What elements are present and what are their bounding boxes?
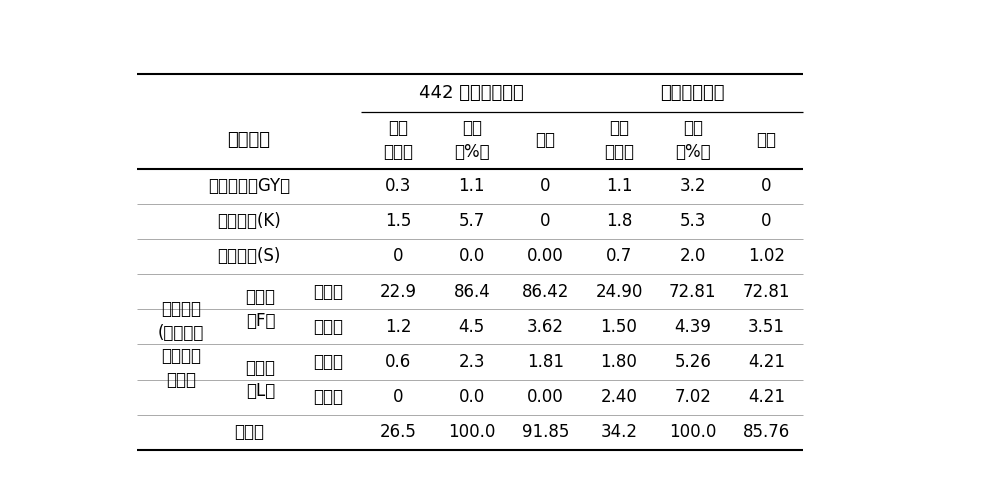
Text: 0: 0 [393,247,403,266]
Text: 结构僵硬(S): 结构僵硬(S) [217,247,281,266]
Text: 0.3: 0.3 [385,177,411,195]
Text: 评价项目: 评价项目 [228,131,270,149]
Text: 油分差: 油分差 [313,388,343,406]
Text: 91.85: 91.85 [522,423,569,441]
Text: 1.81: 1.81 [527,353,564,371]
Text: 86.42: 86.42 [522,283,569,300]
Text: 0: 0 [540,212,551,230]
Text: 0.7: 0.7 [606,247,632,266]
Text: 4.5: 4.5 [459,318,485,336]
Text: 5.7: 5.7 [459,212,485,230]
Text: 4.21: 4.21 [748,388,785,406]
Text: 柠檬色
（L）: 柠檬色 （L） [246,359,276,400]
Text: 结构疏松
(包含上部
尚疏松和
稍密）: 结构疏松 (包含上部 尚疏松和 稍密） [158,300,204,389]
Text: 占比
（%）: 占比 （%） [675,119,710,161]
Text: 油分差: 油分差 [313,318,343,336]
Text: 22.9: 22.9 [380,283,417,300]
Text: 72.81: 72.81 [743,283,790,300]
Text: 0: 0 [761,177,772,195]
Text: 1.1: 1.1 [606,177,632,195]
Text: 1.50: 1.50 [601,318,638,336]
Text: 86.4: 86.4 [453,283,490,300]
Text: 占比
（%）: 占比 （%） [454,119,490,161]
Text: 4.21: 4.21 [748,353,785,371]
Text: 0.0: 0.0 [459,388,485,406]
Text: 0.00: 0.00 [527,247,564,266]
Text: 橘黄色
（F）: 橘黄色 （F） [246,288,276,330]
Text: 合计：: 合计： [234,423,264,441]
Text: 4.39: 4.39 [674,318,711,336]
Text: 1.02: 1.02 [748,247,785,266]
Text: 2.3: 2.3 [459,353,485,371]
Text: 0.00: 0.00 [527,388,564,406]
Text: 442 烘烤工艺处理: 442 烘烤工艺处理 [419,84,524,102]
Text: 常规烘烤工艺: 常规烘烤工艺 [660,84,725,102]
Text: 0.0: 0.0 [459,247,485,266]
Text: 24.90: 24.90 [595,283,643,300]
Text: 72.81: 72.81 [669,283,716,300]
Text: 得分: 得分 [535,131,555,149]
Text: 3.62: 3.62 [527,318,564,336]
Text: 3.2: 3.2 [679,177,706,195]
Text: 数量
（斤）: 数量 （斤） [604,119,634,161]
Text: 1.80: 1.80 [601,353,638,371]
Text: 1.1: 1.1 [459,177,485,195]
Text: 5.3: 5.3 [680,212,706,230]
Text: 34.2: 34.2 [601,423,638,441]
Text: 1.5: 1.5 [385,212,411,230]
Text: 0: 0 [393,388,403,406]
Text: 7.02: 7.02 [674,388,711,406]
Text: 2.0: 2.0 [680,247,706,266]
Text: 数量
（斤）: 数量 （斤） [383,119,413,161]
Text: 油分好: 油分好 [313,353,343,371]
Text: 烤青烟叶（GY）: 烤青烟叶（GY） [208,177,290,195]
Text: 1.8: 1.8 [606,212,632,230]
Text: 100.0: 100.0 [448,423,496,441]
Text: 3.51: 3.51 [748,318,785,336]
Text: 油分好: 油分好 [313,283,343,300]
Text: 1.2: 1.2 [385,318,411,336]
Text: 26.5: 26.5 [380,423,417,441]
Text: 5.26: 5.26 [674,353,711,371]
Text: 烤杂烟叶(K): 烤杂烟叶(K) [217,212,281,230]
Text: 0.6: 0.6 [385,353,411,371]
Text: 2.40: 2.40 [601,388,638,406]
Text: 0: 0 [761,212,772,230]
Text: 得分: 得分 [756,131,776,149]
Text: 0: 0 [540,177,551,195]
Text: 100.0: 100.0 [669,423,716,441]
Text: 85.76: 85.76 [743,423,790,441]
